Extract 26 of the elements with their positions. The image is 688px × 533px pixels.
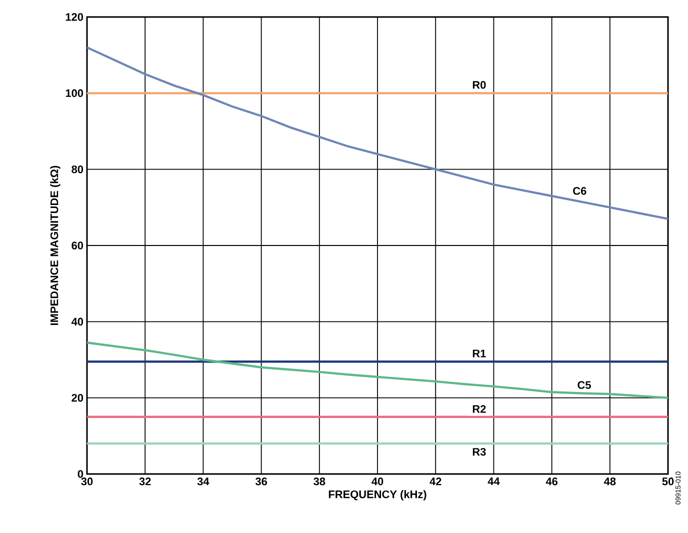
y-tick-label: 40 [71,318,84,326]
y-tick-label: 100 [66,89,84,98]
x-tick-label: 30 [81,478,93,486]
x-tick-label: 40 [372,478,384,486]
x-tick-label: 50 [662,478,674,486]
x-tick-label: 32 [139,478,151,486]
y-tick-label: 20 [72,394,84,402]
series-label: C5 [578,381,591,389]
series-label: R0 [472,81,486,89]
series-label: R2 [472,405,486,413]
series-label: C6 [573,187,586,195]
y-axis-title: IMPEDANCE MAGNITUDE (kΩ) [50,166,60,325]
series-label: R1 [472,350,486,358]
x-tick-label: 38 [314,478,326,486]
series-label: R3 [472,448,486,456]
y-tick-label: 80 [72,165,84,174]
x-tick-label: 44 [488,478,500,486]
x-axis-title: FREQUENCY (kHz) [328,490,426,500]
x-tick-label: 48 [604,478,616,486]
x-tick-label: 36 [255,478,268,486]
y-tick-label: 60 [72,242,84,250]
x-tick-label: 42 [430,478,442,486]
x-tick-label: 46 [546,478,558,486]
y-tick-label: 120 [66,13,84,21]
x-tick-label: 34 [197,478,210,486]
y-tick-label: 0 [78,470,84,478]
